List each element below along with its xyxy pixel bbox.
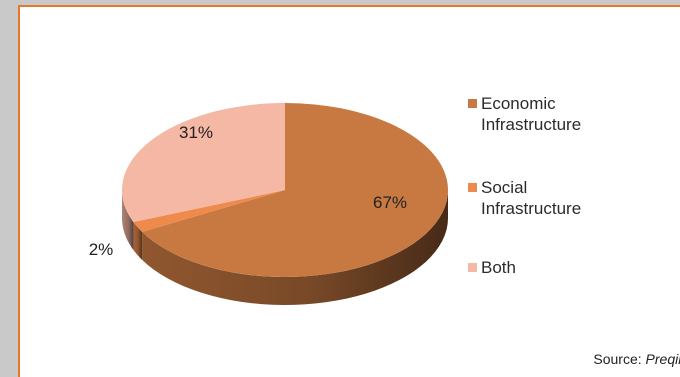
pie-slice-0 [142, 103, 449, 277]
source-name: Preqin [645, 351, 680, 367]
pie-side-1 [133, 222, 143, 260]
pie-label-0: 67% [373, 193, 407, 212]
pie-slice-2 [122, 103, 286, 223]
legend-swatch-social [468, 183, 477, 192]
legend-label-economic-line2: Infrastructure [481, 115, 582, 134]
source-prefix: Source: [593, 351, 642, 367]
legend-label-social-line2: Infrastructure [481, 199, 582, 218]
pie-label-1: 2% [89, 240, 114, 259]
pie-slice-1 [133, 190, 285, 232]
pie-label-2: 31% [179, 123, 213, 142]
pie-side-0 [142, 190, 448, 305]
legend-label-both: Both [481, 258, 516, 277]
legend-swatch-economic [468, 99, 477, 108]
pie-chart: 67% 2% 31% [89, 103, 449, 305]
pie-side-2 [122, 190, 134, 251]
legend-label-economic-line1: Economic [481, 94, 556, 113]
legend-label-social-line1: Social [481, 178, 528, 197]
chart-frame: 67% 2% 31% Economic Infrastructure Social … [18, 5, 680, 377]
source-note: Source: Preqin [593, 351, 680, 367]
legend-swatch-both [468, 263, 477, 272]
